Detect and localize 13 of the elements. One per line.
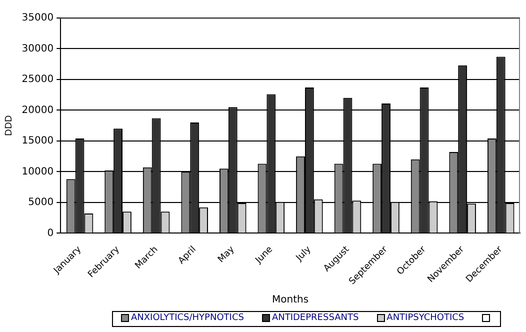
y-tick-label: 35000 bbox=[22, 12, 54, 24]
y-tick-label: 0 bbox=[47, 228, 54, 239]
legend-label: ANTIPSYCHOTICS bbox=[386, 313, 464, 323]
y-tick-label: 30000 bbox=[22, 43, 54, 54]
y-axis-title: DDD bbox=[4, 115, 15, 136]
y-tick-label: 20000 bbox=[22, 104, 54, 116]
y-tick-label: 15000 bbox=[22, 136, 54, 147]
legend-label: ANXIOLYTICS/HYPNOTICS bbox=[131, 313, 244, 323]
legend-label: ANTIDEPRESSANTS bbox=[272, 313, 359, 323]
y-tick-label: 10000 bbox=[22, 166, 54, 178]
x-axis-title: Months bbox=[272, 294, 309, 306]
y-tick-label: 25000 bbox=[22, 74, 54, 86]
y-tick-label: 5000 bbox=[28, 197, 54, 208]
